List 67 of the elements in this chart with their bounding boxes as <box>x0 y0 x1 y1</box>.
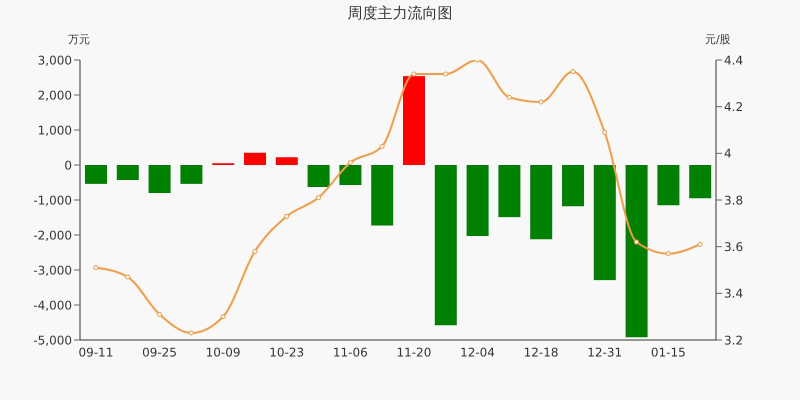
point <box>316 195 321 200</box>
bar <box>180 165 202 184</box>
bar <box>244 152 266 165</box>
y-tick-label: 1,000 <box>38 123 72 138</box>
x-tick-label: 12-04 <box>460 346 495 360</box>
y-axis-title: 万元 <box>68 32 90 47</box>
y-tick-label: -2,000 <box>33 228 72 242</box>
point <box>666 251 671 256</box>
point <box>411 72 416 76</box>
bar <box>276 157 298 165</box>
y2-tick-label: 4 <box>724 146 732 161</box>
x-tick-label: 10-09 <box>206 346 241 360</box>
bar <box>562 165 584 206</box>
point <box>348 160 353 166</box>
y2-tick-label: 3.6 <box>724 240 744 254</box>
x-tick-label: 12-31 <box>587 346 622 360</box>
point <box>220 314 226 320</box>
x-tick-label: 09-11 <box>78 346 114 360</box>
point <box>506 94 512 100</box>
x-tick-label: 09-25 <box>142 346 177 360</box>
y-tick-label: -4,000 <box>33 298 72 312</box>
chart-title: 周度主力流向图 <box>346 4 454 23</box>
bar <box>85 165 107 184</box>
y2-tick-label: 4.2 <box>724 100 744 114</box>
bar <box>308 165 330 188</box>
y-tick-label: 2,000 <box>38 88 72 102</box>
point <box>252 248 258 254</box>
y-tick-label: -1,000 <box>33 193 72 208</box>
bar <box>657 165 680 206</box>
bar <box>116 165 139 180</box>
point <box>125 274 130 280</box>
point <box>602 130 608 135</box>
point <box>284 214 290 219</box>
y-tick-label: -5,000 <box>33 333 72 348</box>
x-tick-label: 01-15 <box>650 346 686 360</box>
y2-tick-label: 3.4 <box>724 286 744 301</box>
point <box>570 69 576 74</box>
bar <box>466 165 489 236</box>
bar <box>530 165 552 240</box>
x-tick-label: 11-06 <box>332 346 368 360</box>
x-tick-label: 10-23 <box>269 346 304 360</box>
bar <box>434 165 457 326</box>
point <box>188 330 194 336</box>
bar <box>594 165 616 280</box>
point <box>538 100 544 104</box>
y2-tick-label: 4.4 <box>724 53 744 68</box>
bar <box>689 165 712 198</box>
y-tick-label: 3,000 <box>38 53 72 68</box>
bar <box>339 165 362 185</box>
y-tick-label: -3,000 <box>33 263 72 278</box>
x-tick-label: 12-18 <box>524 346 559 360</box>
point <box>380 144 385 149</box>
bar <box>403 76 425 165</box>
point <box>698 242 703 247</box>
point <box>443 72 448 76</box>
bar <box>498 165 520 218</box>
x-tick-label: 11-20 <box>396 346 432 360</box>
y2-tick-label: 3.2 <box>724 333 744 348</box>
bar <box>371 165 394 226</box>
y2-axis-title: 元/股 <box>705 32 731 47</box>
point <box>93 265 98 270</box>
y-tick-label: 0 <box>64 158 72 172</box>
point <box>634 240 639 244</box>
bar <box>626 165 648 338</box>
bar <box>148 165 171 193</box>
point <box>157 312 162 317</box>
y2-tick-label: 3.8 <box>724 193 744 208</box>
